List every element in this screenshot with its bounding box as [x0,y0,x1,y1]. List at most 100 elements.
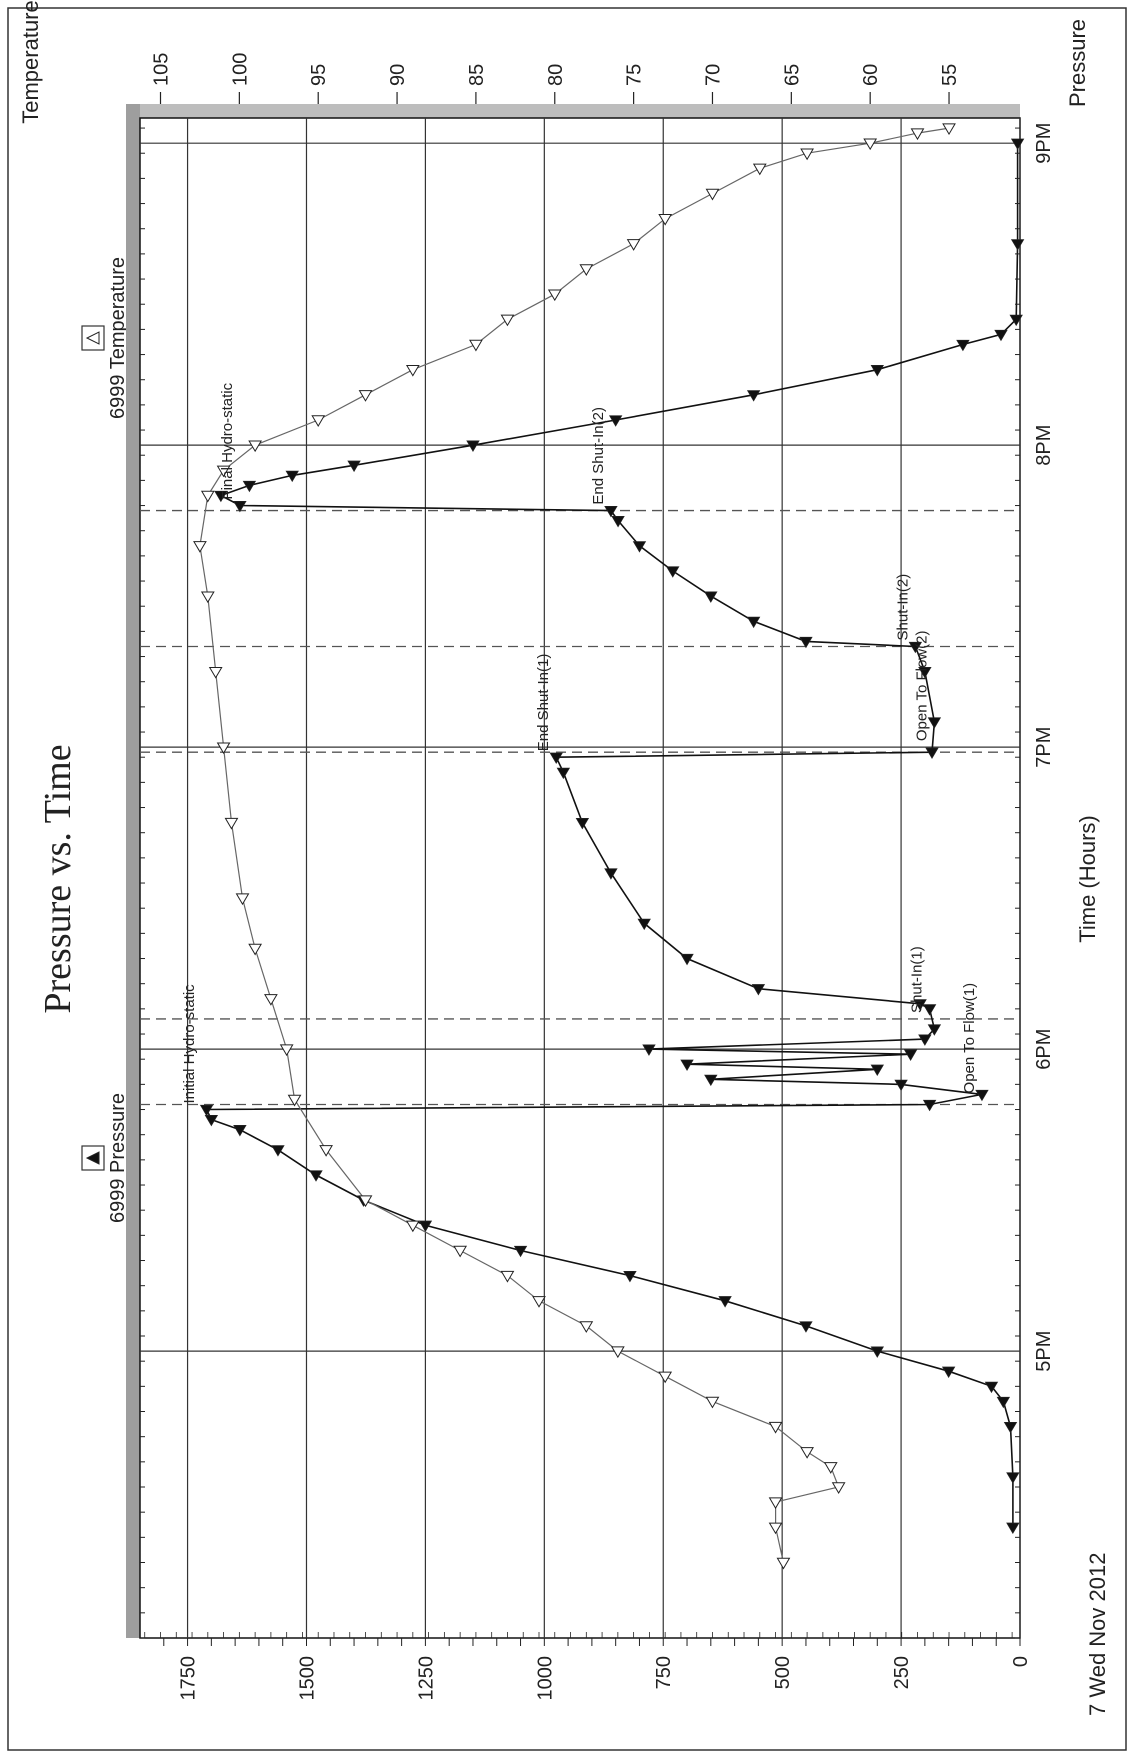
temperature-point [235,893,250,906]
temperature-tick-label: 80 [545,64,567,86]
event-annotation: Open To Flow(1) [961,983,978,1094]
temperature-point [453,1245,468,1258]
pressure-point [233,500,247,513]
pressure-point [918,667,932,679]
event-annotation: Open To Flow(2) [913,631,930,742]
temperature-point [863,138,878,151]
temperature-point [279,1044,294,1057]
pressure-point [1006,1522,1020,1535]
pressure-point [1003,1422,1018,1434]
temperature-tick-label: 60 [860,64,882,86]
temperature-point [200,591,215,604]
pressure-point [799,1321,813,1333]
temperature-tick-label: 75 [624,64,646,86]
pressure-point [242,480,257,493]
pressure-point [418,1220,433,1233]
temperature-point [579,264,594,276]
pressure-point [309,1170,323,1182]
pressure-point [1010,138,1025,150]
temperature-point [358,1195,373,1208]
pressure-point [927,1024,942,1036]
pressure-point [611,516,625,528]
pressure-point [746,616,761,629]
pressure-point [608,415,623,427]
temperature-point [752,163,767,176]
pressure-point [1009,314,1023,327]
pressure-point [870,1346,884,1358]
pressure-point [908,641,923,654]
event-annotation: Shut-In(1) [909,946,926,1013]
pressure-axis-label: Pressure [1065,19,1090,107]
pressure-point [680,953,694,966]
pressure-point [956,339,970,352]
temperature-point [776,1557,791,1570]
pressure-point [637,918,651,931]
pressure-series [199,138,1025,1535]
plot-shadow-top [126,104,140,1638]
pressure-point [632,541,647,553]
pressure-point [751,984,766,996]
event-annotation: Shut-In(2) [894,574,911,641]
pressure-tick-label: 750 [653,1656,675,1689]
temperature-point [216,742,231,755]
temperature-tick-label: 65 [781,64,803,86]
event-annotation: End Shut-In(2) [590,407,607,505]
pressure-point [680,1059,694,1072]
temperature-point [658,213,673,226]
pressure-point [513,1245,528,1258]
temperature-tick-label: 95 [308,64,330,86]
pressure-tick-label: 1250 [415,1656,437,1701]
pressure-point [204,1114,219,1127]
pressure-point [927,717,942,729]
temperature-point [248,943,262,956]
temperature-point [579,1321,594,1333]
temperature-point [224,817,239,830]
time-tick-label: 7PM [1033,727,1055,768]
time-tick-label: 9PM [1033,123,1055,164]
pressure-line [205,143,1019,1528]
pressure-point [233,1125,247,1137]
pressure-point [214,490,228,503]
pressure-tick-label: 500 [772,1656,794,1689]
pressure-point [913,999,927,1011]
pressure-point [922,1004,937,1016]
pressure-point [199,1104,214,1117]
temperature-point [500,314,515,327]
pressure-point [1010,239,1025,251]
pressure-tick-label: 1500 [296,1656,318,1701]
temperature-point [705,188,720,201]
pressure-point [604,868,618,880]
pressure-point [799,636,813,649]
pressure-point [466,440,480,452]
pressure-point [994,329,1008,342]
temperature-tick-label: 55 [939,64,961,86]
plot-area [139,117,1021,1639]
pressure-point [941,1366,956,1379]
temperature-point [800,148,814,161]
pressure-point [1006,1472,1020,1484]
pressure-point [549,752,563,764]
temperature-series [193,123,956,1570]
pressure-point [642,1044,656,1056]
pressure-point [285,470,299,483]
temperature-point [547,289,562,302]
pressure-tick-label: 1000 [534,1656,556,1701]
x-axis-label: Time (Hours) [1075,815,1100,943]
temperature-tick-label: 100 [229,53,251,86]
temperature-point [405,364,420,377]
pressure-point [894,1079,908,1092]
pressure-tick-label: 0 [1010,1656,1032,1667]
page-border [7,7,1127,1751]
chart-title: Pressure vs. Time [37,744,79,1013]
temperature-point [768,1522,783,1535]
pressure-tick-label: 1750 [178,1656,200,1701]
temperature-point [942,123,956,136]
time-tick-label: 8PM [1033,425,1055,466]
temperature-point [216,465,231,478]
temperature-tick-label: 85 [466,64,488,86]
temperature-point [200,490,215,503]
temperature-point [705,1396,720,1409]
legend-pressure: 6999 Pressure [81,1093,129,1223]
temperature-point [658,1371,673,1384]
